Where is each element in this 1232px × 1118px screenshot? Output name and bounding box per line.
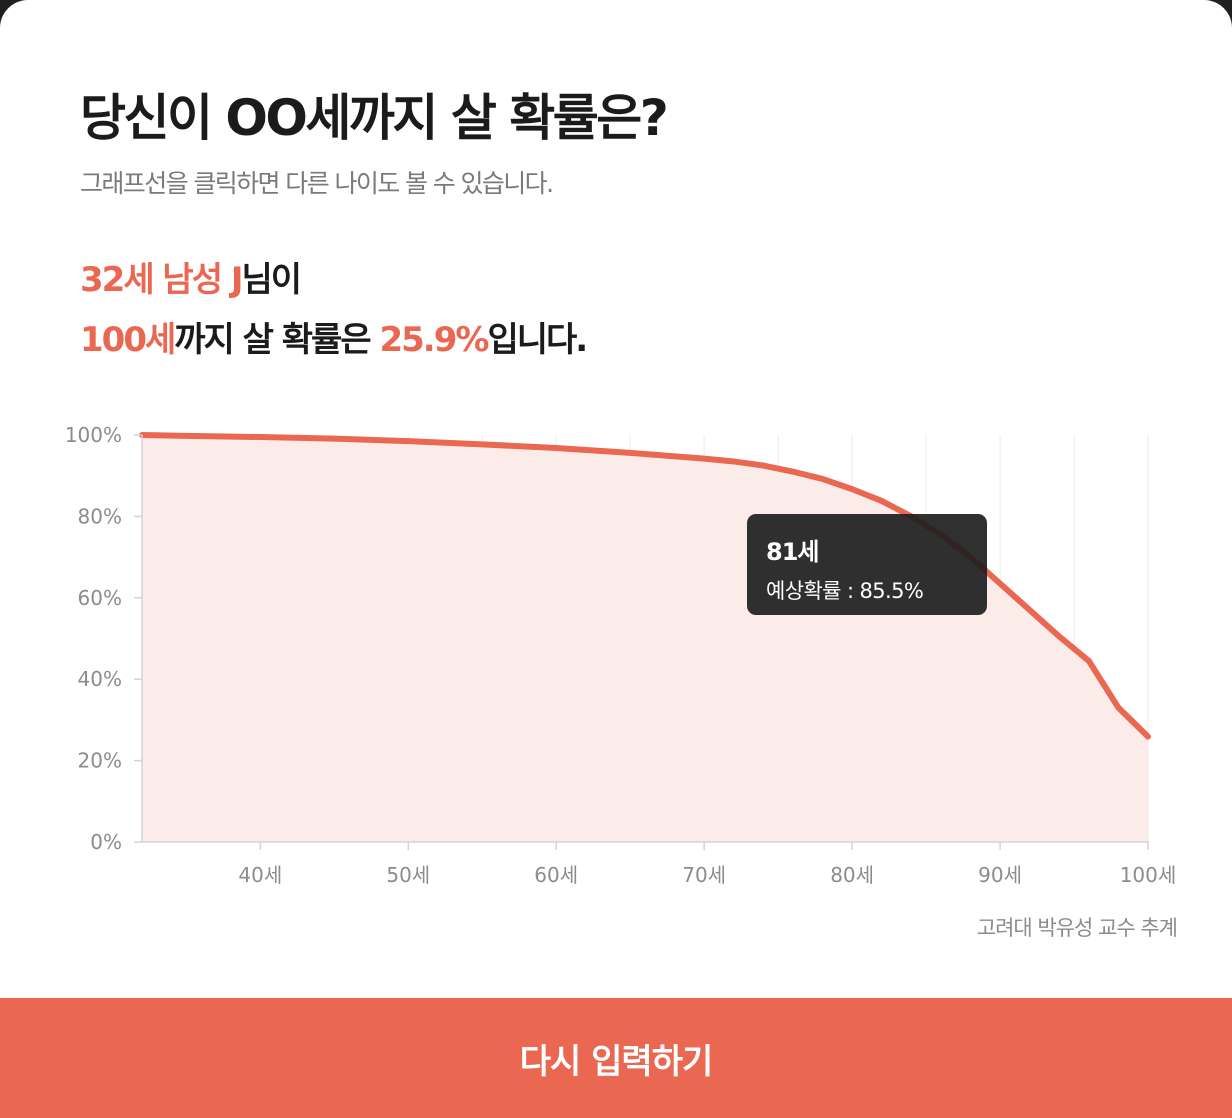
tooltip-age: 81세 [766,538,819,566]
probability-value: 25.9% [379,320,489,360]
x-tick-label: 40세 [238,863,282,887]
result-ending: 입니다. [487,320,588,360]
result-line-probability: 100세까지 살 확률은 25.9%입니다. [80,310,588,370]
x-tick-label: 80세 [830,863,874,887]
x-tick-label: 100세 [1120,863,1177,887]
result-line-profile: 32세 남성 J님이 [80,250,586,310]
survival-line [139,432,1151,740]
profile-highlight: 32세 남성 J [80,260,243,300]
y-tick-label: 80% [78,504,122,528]
y-tick-label: 20% [78,749,122,773]
y-tick-label: 60% [78,586,122,610]
y-tick-label: 40% [78,667,122,691]
result-summary: 32세 남성 J님이 100세까지 살 확률은 25.9%입니다. [80,250,588,370]
x-tick-label: 60세 [534,863,578,887]
target-age: 100세 [80,320,176,360]
y-tick-label: 100% [65,423,122,447]
survival-chart[interactable]: 0% 20% 40% 60% 80% 100% 40세 50세 60세 70세 80세 90세 100세 [0,0,1232,900]
x-tick-label: 90세 [978,863,1022,887]
chart-tooltip: 81세 예상확률 : 85.5% [747,514,987,615]
x-tick-label: 70세 [682,863,726,887]
retry-button[interactable]: 다시 입력하기 [0,998,1232,1118]
survival-area [142,435,1148,842]
profile-suffix: 님이 [241,260,302,300]
x-tick-label: 50세 [386,863,430,887]
page-subtitle: 그래프선을 클릭하면 다른 나이도 볼 수 있습니다. [80,169,554,198]
page-title: 당신이 OO세까지 살 확률은? [80,89,669,147]
y-tick-label: 0% [90,830,122,854]
tooltip-probability: 예상확률 : 85.5% [766,579,924,603]
result-middle-text: 까지 살 확률은 [174,320,380,360]
data-source: 고려대 박유성 교수 추계 [976,916,1178,940]
